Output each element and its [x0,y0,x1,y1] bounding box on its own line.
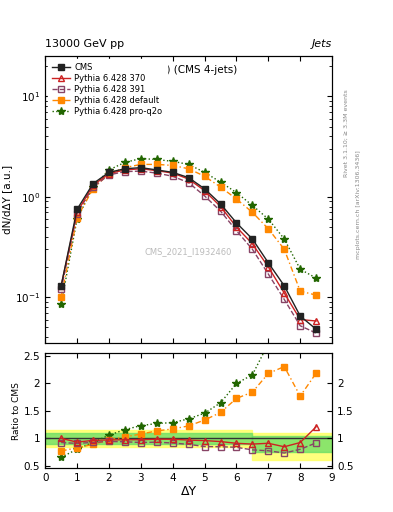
Text: Δ y(јј) (CMS 4-jets): Δ y(јј) (CMS 4-jets) [140,65,237,75]
Bar [252,433,332,460]
Bar [45,430,252,446]
Text: 13000 GeV pp: 13000 GeV pp [45,39,124,49]
Bar [252,436,332,452]
Y-axis label: Ratio to CMS: Ratio to CMS [12,382,21,440]
Text: mcplots.cern.ch [arXiv:1306.3436]: mcplots.cern.ch [arXiv:1306.3436] [356,151,361,259]
Bar [45,433,252,444]
Text: Jets: Jets [312,39,332,49]
Text: Rivet 3.1.10; ≥ 3.3M events: Rivet 3.1.10; ≥ 3.3M events [344,89,349,177]
Text: CMS_2021_I1932460: CMS_2021_I1932460 [145,247,232,256]
X-axis label: ΔY: ΔY [180,485,197,498]
Legend: CMS, Pythia 6.428 370, Pythia 6.428 391, Pythia 6.428 default, Pythia 6.428 pro-: CMS, Pythia 6.428 370, Pythia 6.428 391,… [48,59,167,120]
Y-axis label: dN/dΔY [a.u.]: dN/dΔY [a.u.] [2,165,12,234]
